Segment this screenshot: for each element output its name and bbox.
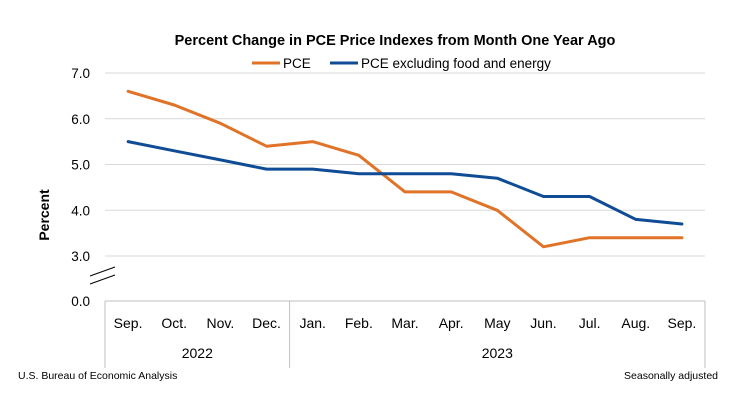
legend-label: PCE excluding food and energy [361, 56, 551, 71]
series-line-core-pce [126, 140, 684, 226]
x-tick-label: May [484, 315, 510, 331]
series-line-pce [126, 89, 684, 249]
x-tick-label: Sep. [668, 315, 697, 331]
year-label: 2023 [482, 345, 513, 361]
x-tick-label: Aug. [621, 315, 650, 331]
series-lines [126, 89, 684, 249]
x-tick-label: Jan. [299, 315, 325, 331]
x-tick-label: Sep. [114, 315, 143, 331]
year-label: 2022 [182, 345, 213, 361]
source-note: U.S. Bureau of Economic Analysis [18, 370, 177, 382]
y-axis-label: Percent [36, 189, 52, 241]
axis-break-marker [89, 266, 116, 285]
x-tick-label: Jun. [530, 315, 556, 331]
x-tick-label: Dec. [252, 315, 281, 331]
y-tick-label: 5.0 [71, 158, 90, 173]
chart-title: Percent Change in PCE Price Indexes from… [175, 33, 616, 49]
y-tick-label: 3.0 [71, 249, 90, 264]
y-tick-label: 4.0 [71, 203, 90, 218]
y-tick-label: 7.0 [71, 66, 90, 81]
seasonal-note: Seasonally adjusted [624, 370, 718, 382]
x-axis: 2022 2023 Sep. Oct. Nov. Dec. Jan. Feb. Mar. Apr.… [104, 300, 706, 368]
chart-legend: PCE PCE excluding food and energy [252, 56, 551, 71]
axis-break-stroke [89, 274, 116, 285]
y-tick-label: 0.0 [71, 294, 90, 309]
x-tick-label: Mar. [391, 315, 418, 331]
grid-lines [105, 72, 705, 257]
axis-break-stroke [89, 266, 116, 277]
y-tick-labels: 7.0 6.0 5.0 4.0 3.0 0.0 [71, 66, 90, 309]
x-tick-label: Apr. [439, 315, 464, 331]
x-tick-label: Feb. [345, 315, 373, 331]
x-tick-label: Oct. [161, 315, 187, 331]
x-tick-label: Nov. [207, 315, 235, 331]
y-tick-label: 6.0 [71, 112, 90, 127]
x-tick-label: Jul. [579, 315, 601, 331]
legend-label: PCE [283, 56, 311, 71]
